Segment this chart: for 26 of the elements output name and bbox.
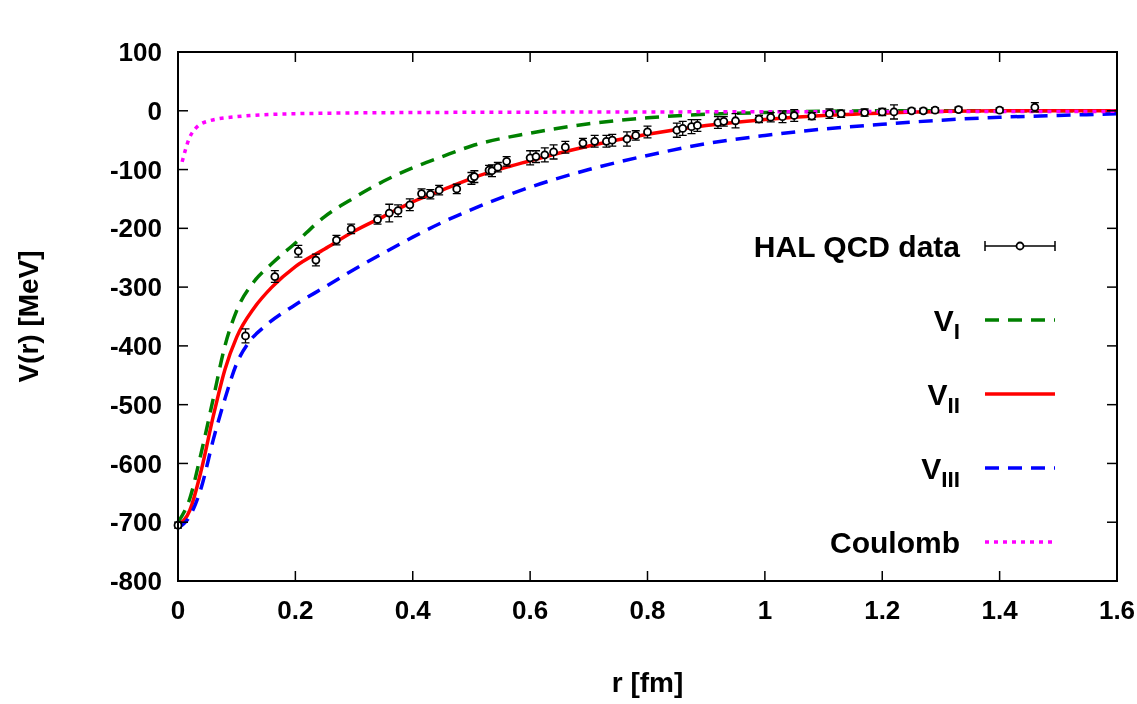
y-tick-label: -400 (109, 330, 162, 361)
y-tick-label: -200 (109, 213, 162, 244)
x-tick-label: 1.4 (981, 595, 1019, 625)
x-tick-label: 1.6 (1098, 595, 1136, 625)
y-tick-label: -700 (109, 507, 162, 538)
y-tick-label: 100 (118, 37, 162, 68)
x-tick-label: 0.2 (277, 595, 314, 625)
x-axis-title: r [fm] (611, 667, 684, 698)
x-tick-label: 0 (170, 595, 186, 625)
legend-label: Coulomb (830, 525, 960, 559)
legend-label: V$_{III}$ (921, 451, 960, 492)
x-tick-label: 0.4 (394, 595, 432, 625)
x-tick-label: 1.2 (864, 595, 901, 625)
legend-label: V$_{I}$ (933, 303, 960, 344)
legend-label: V$_{II}$ (927, 377, 960, 418)
y-tick-label: 0 (147, 95, 162, 126)
y-tick-label: -600 (109, 448, 162, 479)
x-tick-label: 0.8 (629, 595, 666, 625)
y-axis-title: V(r) [MeV] (13, 250, 44, 383)
y-tick-label: -800 (109, 566, 162, 597)
y-tick-label: -100 (109, 154, 162, 185)
x-tick-label: 1 (757, 595, 773, 625)
y-tick-label: -500 (109, 389, 162, 420)
legend-label: HAL QCD data (753, 229, 961, 263)
x-tick-label: 0.6 (512, 595, 549, 625)
y-tick-label: -300 (109, 272, 162, 303)
